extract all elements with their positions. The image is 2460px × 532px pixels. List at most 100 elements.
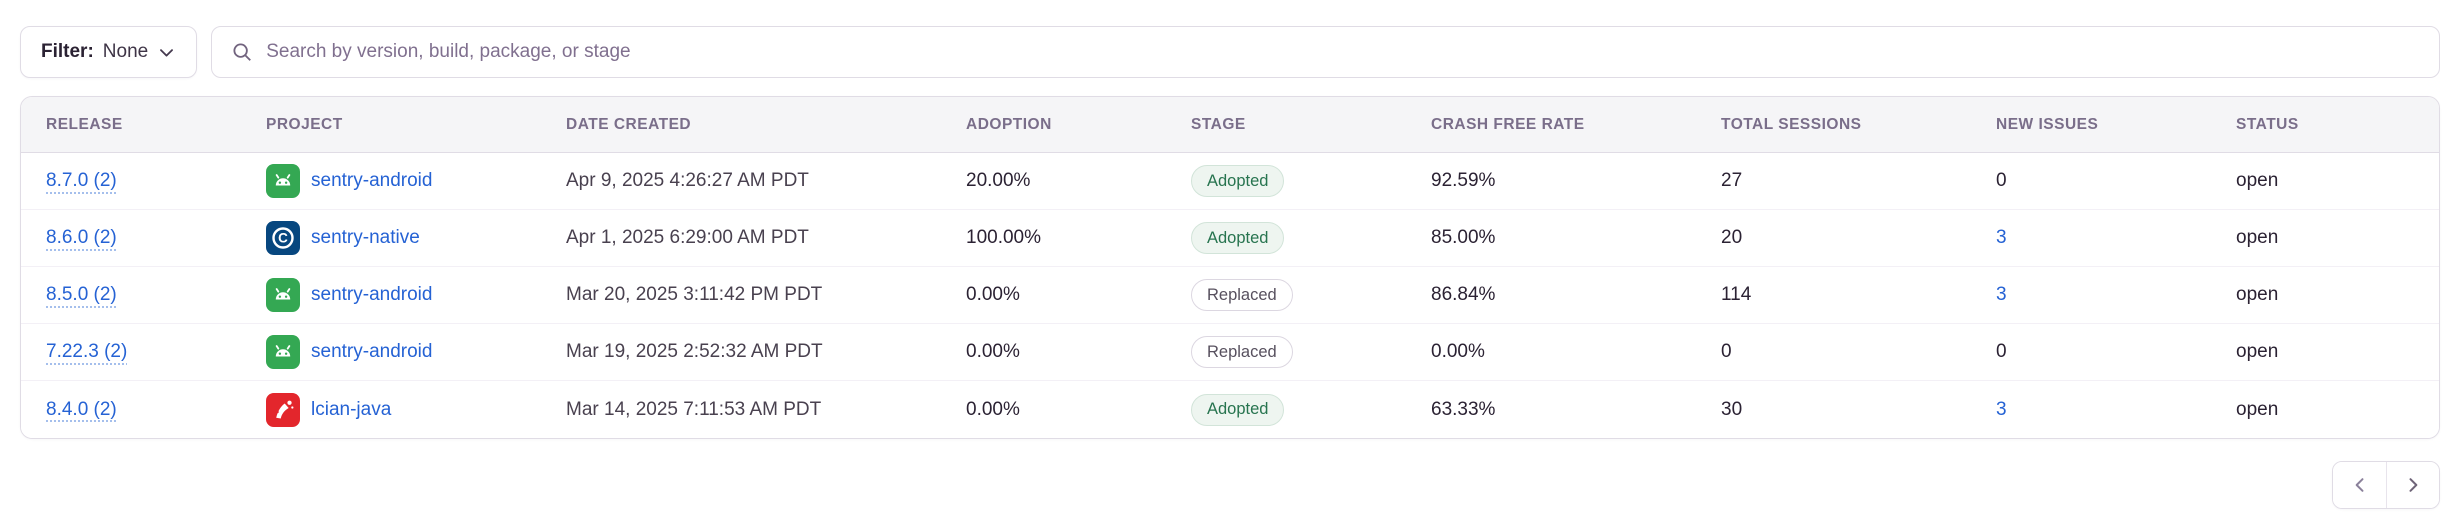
release-cell: 8.5.0 (2)	[46, 284, 266, 306]
chevron-right-icon	[2403, 475, 2423, 495]
c-icon: C	[266, 221, 300, 255]
release-link[interactable]: 8.7.0 (2)	[46, 170, 117, 191]
project-cell: sentry-android	[266, 164, 566, 198]
adoption-value: 0.00%	[966, 398, 1020, 420]
pagination-group	[2332, 461, 2440, 509]
column-header-stage: STAGE	[1191, 115, 1246, 133]
new-issues-cell: 3	[1996, 399, 2236, 421]
release-cell: 7.22.3 (2)	[46, 341, 266, 363]
stage-cell: Adopted	[1191, 165, 1431, 197]
chevron-left-icon	[2350, 475, 2370, 495]
releases-page: Filter: None RELEASE PROJECT DATE CREATED A…	[20, 26, 2440, 509]
total-sessions: 0	[1721, 341, 1732, 362]
filter-dropdown[interactable]: Filter: None	[20, 26, 198, 78]
android-icon	[266, 164, 300, 198]
search-input[interactable]	[266, 41, 2420, 63]
status-value: open	[2236, 170, 2279, 191]
project-cell: sentry-android	[266, 335, 566, 369]
next-page-button[interactable]	[2386, 462, 2439, 508]
releases-table: RELEASE PROJECT DATE CREATED ADOPTION STAGE C…	[20, 96, 2440, 439]
android-icon	[266, 335, 300, 369]
table-row: 7.22.3 (2) sentry-android Mar 19, 2025 2:5…	[21, 324, 2439, 381]
adoption-value: 100.00%	[966, 227, 1042, 248]
crash-free-rate: 85.00%	[1431, 227, 1496, 248]
column-header-crash-free-rate: CRASH FREE RATE	[1431, 115, 1585, 133]
adoption-value: 0.00%	[966, 284, 1020, 305]
column-header-project: PROJECT	[266, 115, 343, 133]
toolbar: Filter: None	[20, 26, 2440, 78]
crash-free-rate: 63.33%	[1431, 398, 1496, 420]
table-row: 8.7.0 (2) sentry-android Apr 9, 2025 4:26:…	[21, 153, 2439, 210]
search-box[interactable]	[211, 26, 2440, 78]
release-link[interactable]: 7.22.3 (2)	[46, 341, 128, 362]
date-created: Apr 1, 2025 6:29:00 AM PDT	[566, 227, 809, 248]
adoption-value: 0.00%	[966, 341, 1020, 362]
table-header: RELEASE PROJECT DATE CREATED ADOPTION STAGE C…	[21, 97, 2439, 153]
new-issues-link[interactable]: 3	[1996, 398, 2007, 420]
release-cell: 8.7.0 (2)	[46, 170, 266, 192]
stage-cell: Adopted	[1191, 393, 1431, 426]
column-header-status: STATUS	[2236, 115, 2299, 133]
new-issues-link[interactable]: 3	[1996, 227, 2007, 248]
project-link[interactable]: sentry-android	[311, 170, 433, 191]
column-header-release: RELEASE	[46, 115, 123, 133]
release-cell: 8.6.0 (2)	[46, 227, 266, 249]
android-icon	[266, 278, 300, 312]
status-value: open	[2236, 227, 2279, 248]
release-link[interactable]: 8.4.0 (2)	[46, 398, 117, 420]
column-header-total-sessions: TOTAL SESSIONS	[1721, 115, 1862, 133]
date-created: Mar 19, 2025 2:52:32 AM PDT	[566, 341, 823, 362]
table-row: 8.5.0 (2) sentry-android Mar 20, 2025 3:11…	[21, 267, 2439, 324]
chevron-down-icon	[157, 43, 176, 62]
stage-badge: Adopted	[1191, 165, 1285, 197]
date-created: Mar 20, 2025 3:11:42 PM PDT	[566, 284, 823, 305]
table-row: 8.4.0 (2) lcian-java Mar 14, 2025 7:11:53 …	[21, 381, 2439, 438]
stage-badge: Adopted	[1191, 222, 1285, 254]
total-sessions: 114	[1721, 284, 1752, 305]
new-issues-value: 0	[1996, 341, 2007, 362]
project-link[interactable]: sentry-android	[311, 341, 433, 362]
stage-badge: Replaced	[1191, 336, 1293, 368]
project-link[interactable]: lcian-java	[311, 398, 392, 420]
release-link[interactable]: 8.5.0 (2)	[46, 284, 117, 305]
column-header-new-issues: NEW ISSUES	[1996, 115, 2099, 133]
filter-value: None	[102, 41, 149, 62]
table-body: 8.7.0 (2) sentry-android Apr 9, 2025 4:26:…	[21, 153, 2439, 438]
stage-badge: Adopted	[1191, 393, 1285, 426]
new-issues-cell: 3	[1996, 227, 2236, 249]
project-cell: lcian-java	[266, 392, 566, 427]
crash-free-rate: 86.84%	[1431, 284, 1496, 305]
total-sessions: 27	[1721, 170, 1743, 191]
crash-free-rate: 92.59%	[1431, 170, 1496, 191]
total-sessions: 30	[1721, 398, 1743, 420]
column-header-date-created: DATE CREATED	[566, 115, 692, 133]
status-value: open	[2236, 341, 2279, 362]
release-cell: 8.4.0 (2)	[46, 399, 266, 421]
stage-cell: Adopted	[1191, 222, 1431, 254]
project-link[interactable]: sentry-android	[311, 284, 433, 305]
new-issues-value: 0	[1996, 170, 2007, 191]
search-icon	[231, 41, 253, 63]
date-created: Mar 14, 2025 7:11:53 AM PDT	[566, 398, 822, 420]
status-value: open	[2236, 284, 2279, 305]
java-icon	[266, 392, 300, 427]
release-link[interactable]: 8.6.0 (2)	[46, 227, 117, 248]
filter-label: Filter:	[41, 41, 94, 62]
date-created: Apr 9, 2025 4:26:27 AM PDT	[566, 170, 809, 191]
adoption-value: 20.00%	[966, 170, 1031, 191]
pagination	[20, 461, 2440, 509]
stage-cell: Replaced	[1191, 336, 1431, 368]
project-link[interactable]: sentry-native	[311, 227, 420, 248]
stage-cell: Replaced	[1191, 279, 1431, 311]
svg-text:C: C	[278, 231, 288, 246]
stage-badge: Replaced	[1191, 279, 1293, 311]
new-issues-link[interactable]: 3	[1996, 284, 2007, 305]
total-sessions: 20	[1721, 227, 1743, 248]
previous-page-button[interactable]	[2333, 462, 2386, 508]
column-header-adoption: ADOPTION	[966, 115, 1052, 133]
project-cell: sentry-android	[266, 278, 566, 312]
crash-free-rate: 0.00%	[1431, 341, 1485, 362]
status-value: open	[2236, 398, 2279, 420]
